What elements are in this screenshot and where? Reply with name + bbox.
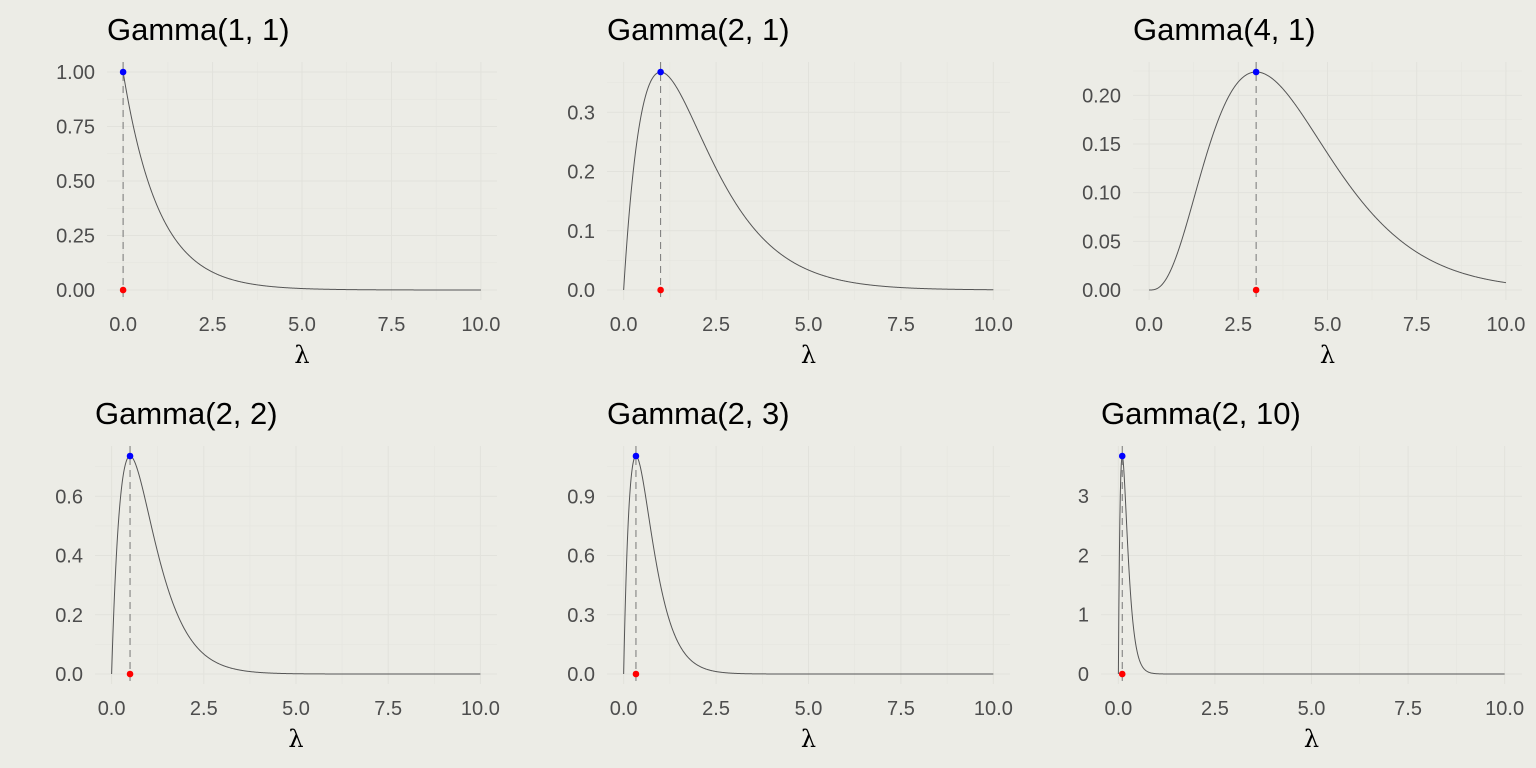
y-tick-label: 0.3 — [567, 102, 595, 124]
x-axis-title: λ — [294, 341, 309, 369]
y-tick-label: 0.20 — [1082, 85, 1121, 107]
y-tick-label: 0.25 — [56, 226, 95, 248]
y-tick-label: 0.00 — [56, 280, 95, 302]
x-tick-label: 5.0 — [795, 314, 823, 336]
y-tick-label: 0.1 — [567, 221, 595, 243]
density-curve — [623, 71, 994, 291]
grid — [1133, 62, 1522, 300]
y-tick-label: 0.05 — [1082, 231, 1121, 253]
x-tick-label: 7.5 — [1403, 314, 1431, 336]
y-tick-label: 0.2 — [567, 162, 595, 184]
y-tick-label: 0.6 — [567, 546, 595, 568]
mode-point — [126, 670, 134, 678]
x-tick-label: 7.5 — [374, 698, 402, 720]
y-tick-label: 0.6 — [55, 486, 83, 508]
y-tick-label: 0.4 — [55, 546, 83, 568]
y-tick-label: 0 — [1078, 664, 1089, 686]
panel-title: Gamma(2, 1) — [607, 12, 790, 47]
x-tick-label: 2.5 — [199, 314, 227, 336]
x-axis-title: λ — [1320, 341, 1335, 369]
panel-title: Gamma(2, 3) — [607, 396, 790, 431]
x-tick-label: 0.0 — [610, 698, 638, 720]
grid — [95, 446, 497, 684]
peak-point — [632, 452, 640, 460]
x-tick-label: 0.0 — [1135, 314, 1163, 336]
panel-title: Gamma(1, 1) — [107, 12, 290, 47]
grid — [107, 62, 497, 300]
peak-point — [126, 452, 134, 460]
y-tick-label: 1.00 — [56, 62, 95, 84]
y-tick-label: 0.3 — [567, 605, 595, 627]
y-tick-label: 0.00 — [1082, 280, 1121, 302]
peak-point — [119, 68, 127, 76]
x-tick-label: 2.5 — [1201, 698, 1229, 720]
mode-point — [119, 286, 127, 294]
x-tick-label: 5.0 — [795, 698, 823, 720]
grid — [1101, 446, 1522, 684]
y-tick-label: 0.0 — [567, 280, 595, 302]
x-tick-label: 7.5 — [887, 698, 915, 720]
mode-point — [657, 286, 664, 294]
x-tick-label: 5.0 — [1298, 698, 1326, 720]
panel-gamma-2: 0.0 2.5 5.0 7.5 10.0 0.0 0.1 0.2 0.3 λ Gamma(2, 1) — [567, 12, 1013, 369]
y-tick-label: 0.15 — [1082, 134, 1121, 156]
density-curve — [623, 455, 994, 675]
x-tick-label: 0.0 — [1104, 698, 1132, 720]
x-tick-label: 2.5 — [702, 314, 730, 336]
y-tick-label: 0.0 — [55, 664, 83, 686]
x-tick-label: 5.0 — [1314, 314, 1342, 336]
x-axis-title: λ — [801, 341, 816, 369]
panel-gamma-1: 0.0 2.5 5.0 7.5 10.0 0.00 0.25 0.50 0.75 1.00 λ Gam… — [56, 12, 500, 369]
x-axis-title: λ — [801, 725, 816, 753]
x-tick-label: 2.5 — [702, 698, 730, 720]
density-curve — [111, 455, 481, 675]
y-tick-label: 1 — [1078, 605, 1089, 627]
panel-title: Gamma(2, 10) — [1101, 396, 1301, 431]
y-tick-label: 3 — [1078, 486, 1089, 508]
panel-gamma-4: 0.0 2.5 5.0 7.5 10.0 0.0 0.2 0.4 0.6 λ Gamma(2, 2) — [55, 396, 500, 753]
mode-point — [1118, 670, 1126, 678]
x-tick-label: 5.0 — [282, 698, 310, 720]
panel-title: Gamma(2, 2) — [95, 396, 278, 431]
peak-point — [657, 68, 664, 76]
y-tick-label: 0.75 — [56, 117, 95, 139]
x-tick-label: 0.0 — [98, 698, 126, 720]
y-tick-label: 2 — [1078, 545, 1089, 567]
mode-point — [632, 670, 640, 678]
x-axis-title: λ — [288, 725, 303, 753]
panel-gamma-3: 0.0 2.5 5.0 7.5 10.0 0.00 0.05 0.10 0.15 0.20 λ Gam… — [1082, 12, 1525, 369]
panel-title: Gamma(4, 1) — [1133, 12, 1316, 47]
mode-point — [1252, 286, 1260, 294]
y-tick-label: 0.2 — [55, 605, 83, 627]
panel-gamma-6: 0.0 2.5 5.0 7.5 10.0 0 1 2 3 λ Gamma(2, 10) — [1078, 396, 1524, 753]
y-tick-label: 0.10 — [1082, 183, 1121, 205]
x-tick-label: 10.0 — [974, 698, 1013, 720]
peak-point — [1252, 68, 1260, 76]
x-tick-label: 7.5 — [378, 314, 406, 336]
x-tick-label: 7.5 — [1394, 698, 1422, 720]
density-curve — [1149, 71, 1507, 291]
x-tick-label: 0.0 — [109, 314, 137, 336]
x-axis-title: λ — [1304, 725, 1319, 753]
x-tick-label: 10.0 — [1486, 314, 1525, 336]
peak-point — [1118, 452, 1126, 460]
x-tick-label: 7.5 — [887, 314, 915, 336]
y-tick-label: 0.50 — [56, 171, 95, 193]
x-tick-label: 2.5 — [1224, 314, 1252, 336]
x-tick-label: 10.0 — [1485, 698, 1524, 720]
density-curve — [122, 71, 481, 291]
density-curve — [1117, 454, 1505, 675]
grid — [607, 446, 1010, 684]
x-tick-label: 5.0 — [288, 314, 316, 336]
grid — [607, 62, 1010, 300]
y-tick-label: 0.9 — [567, 486, 595, 508]
x-tick-label: 10.0 — [461, 314, 500, 336]
x-tick-label: 0.0 — [610, 314, 638, 336]
x-tick-label: 2.5 — [190, 698, 218, 720]
x-tick-label: 10.0 — [461, 698, 500, 720]
x-tick-label: 10.0 — [974, 314, 1013, 336]
y-tick-label: 0.0 — [567, 664, 595, 686]
panel-gamma-5: 0.0 2.5 5.0 7.5 10.0 0.0 0.3 0.6 0.9 λ Gamma(2, 3) — [567, 396, 1013, 753]
